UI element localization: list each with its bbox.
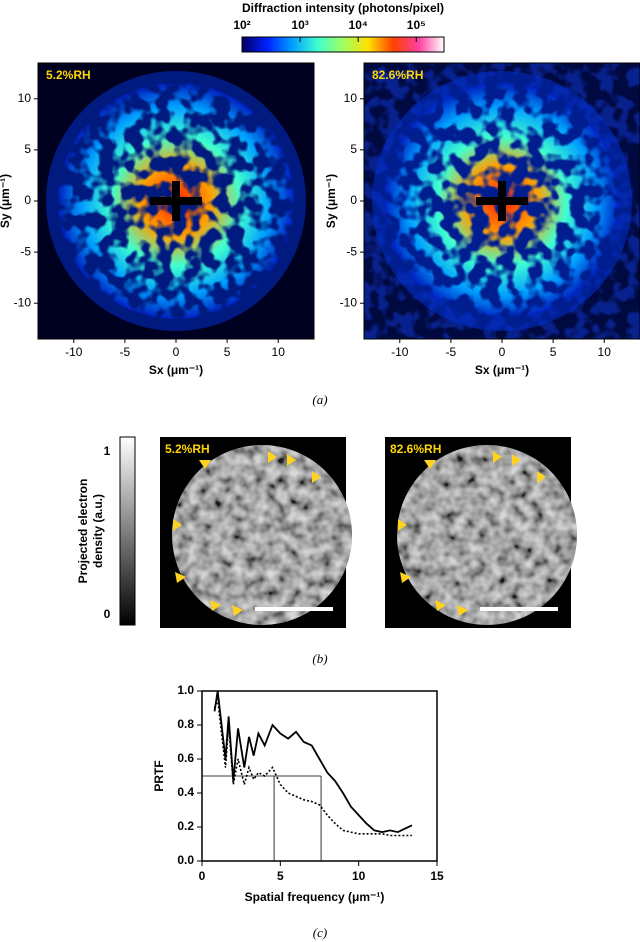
arrowhead <box>435 600 446 611</box>
x-axis-label: Sx (μm⁻¹) <box>475 363 529 377</box>
x-axis-label: Sx (μm⁻¹) <box>149 363 203 377</box>
arrowhead <box>400 572 411 583</box>
colorbar-title: Diffraction intensity (photons/pixel) <box>242 1 444 15</box>
arrowhead <box>457 605 468 616</box>
arrowhead <box>398 519 407 531</box>
particle <box>397 445 577 625</box>
arrowhead <box>424 460 436 469</box>
x-tick-label: 10 <box>272 345 286 359</box>
panel-letter: (c) <box>313 925 327 940</box>
beamstop-v <box>498 181 506 221</box>
prtf-line <box>213 699 412 837</box>
arrowhead <box>199 460 211 469</box>
y-axis-label: Sy (μm⁻¹) <box>0 174 12 228</box>
scale-bar <box>255 607 333 611</box>
x-tick-label: 10 <box>598 345 612 359</box>
y-tick-label: 0 <box>24 193 31 207</box>
arrowhead <box>312 471 321 483</box>
y-axis-label: Sy (μm⁻¹) <box>324 174 338 228</box>
y-tick-label: 0.2 <box>177 819 194 833</box>
colorbar-title: Projected electron <box>76 479 90 584</box>
arrowhead <box>268 451 277 463</box>
particle <box>172 445 352 625</box>
arrowhead <box>232 605 243 616</box>
arrowhead <box>287 454 296 466</box>
x-tick-label: -5 <box>446 345 457 359</box>
prtf-line <box>213 690 413 834</box>
x-tick-label: 5 <box>277 869 284 883</box>
y-tick-label: 0 <box>350 193 357 207</box>
x-tick-label: 0 <box>199 869 206 883</box>
x-tick-label: -5 <box>120 345 131 359</box>
x-tick-label: 5 <box>550 345 557 359</box>
colorbar <box>119 436 136 626</box>
y-tick-label: 0.0 <box>177 853 194 867</box>
x-tick-label: 0 <box>173 345 180 359</box>
colorbar-tick-label: 0 <box>104 607 111 621</box>
colorbar-tick-label: 10³ <box>291 18 308 32</box>
colorbar <box>241 36 445 53</box>
arrowhead <box>210 600 221 611</box>
y-tick-label: -5 <box>346 244 357 258</box>
arrowhead <box>173 519 182 531</box>
scale-bar <box>480 607 558 611</box>
x-tick-label: 5 <box>224 345 231 359</box>
y-tick-label: 0.6 <box>177 751 194 765</box>
x-axis-label: Spatial frequency (μm⁻¹) <box>245 890 385 904</box>
y-tick-label: -5 <box>20 244 31 258</box>
arrowhead <box>175 572 186 583</box>
x-tick-label: -10 <box>391 345 409 359</box>
y-tick-label: 10 <box>18 91 32 105</box>
y-tick-label: 0.4 <box>177 785 194 799</box>
panel-letter: (a) <box>312 392 327 407</box>
x-tick-label: 15 <box>430 869 444 883</box>
y-tick-label: 5 <box>350 142 357 156</box>
x-tick-label: 10 <box>352 869 366 883</box>
panel-label: 82.6%RH <box>372 68 423 82</box>
arrowhead <box>512 454 521 466</box>
panel-label: 5.2%RH <box>46 68 91 82</box>
y-tick-label: -10 <box>340 295 358 309</box>
colorbar-title: density (a.u.) <box>91 494 105 568</box>
panel-label: 5.2%RH <box>165 442 210 456</box>
y-tick-label: 5 <box>24 142 31 156</box>
colorbar-tick-label: 10⁵ <box>407 18 426 32</box>
x-tick-label: 0 <box>499 345 506 359</box>
panel-letter: (b) <box>312 651 327 666</box>
panel-label: 82.6%RH <box>390 442 441 456</box>
beamstop-v <box>172 181 180 221</box>
colorbar-tick-label: 10⁴ <box>349 18 368 32</box>
arrowhead <box>493 451 502 463</box>
y-axis-label: PRTF <box>152 760 166 791</box>
x-tick-label: -10 <box>65 345 83 359</box>
y-tick-label: 10 <box>344 91 358 105</box>
y-tick-label: 0.8 <box>177 717 194 731</box>
colorbar-tick-label: 10² <box>233 18 250 32</box>
y-tick-label: 1.0 <box>177 683 194 697</box>
y-tick-label: -10 <box>14 295 32 309</box>
colorbar-tick-label: 1 <box>104 444 111 458</box>
arrowhead <box>537 471 546 483</box>
